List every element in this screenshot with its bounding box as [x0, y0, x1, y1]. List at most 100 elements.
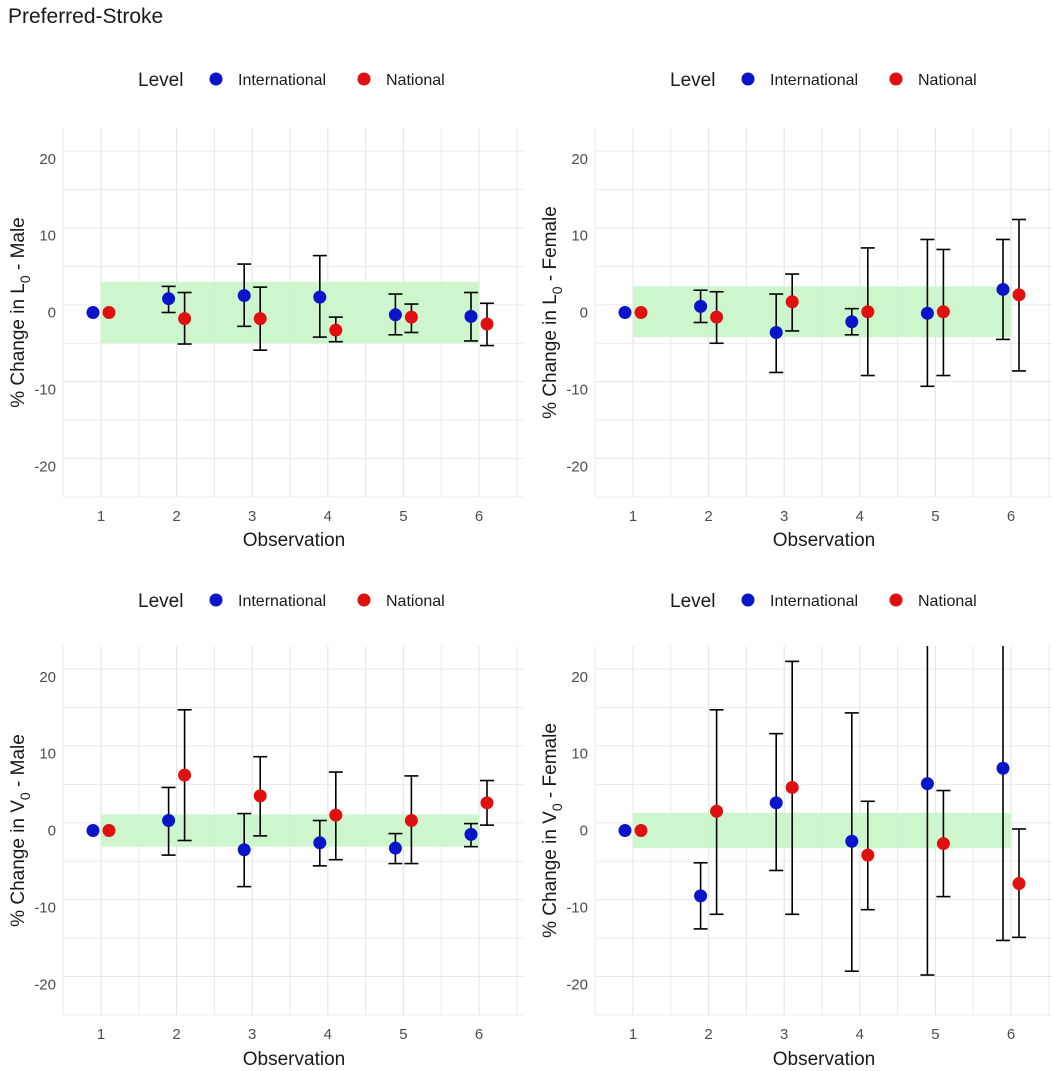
x-tick-label: 5 — [399, 1026, 407, 1043]
y-tick-label: 10 — [39, 746, 56, 763]
data-point — [86, 824, 100, 837]
data-point — [618, 824, 632, 837]
legend-label-national: National — [918, 72, 977, 89]
data-point — [694, 299, 708, 313]
x-tick-label: 1 — [629, 508, 637, 525]
data-point — [936, 837, 950, 851]
data-point — [861, 848, 875, 862]
y-axis-label: % Change in V0 - Female — [540, 723, 565, 938]
data-point — [86, 306, 100, 319]
y-tick-label: -10 — [34, 899, 56, 916]
data-point — [237, 843, 251, 857]
points-national — [102, 768, 494, 837]
data-point — [178, 312, 192, 326]
data-point — [920, 306, 934, 320]
data-point — [329, 808, 343, 822]
gridlines — [62, 128, 524, 498]
points-international — [618, 282, 1010, 339]
y-tick-label: -20 — [34, 976, 56, 993]
x-tick-label: 5 — [931, 1026, 939, 1043]
data-point — [785, 295, 799, 309]
data-point — [480, 317, 494, 331]
legend-title: Level — [670, 70, 715, 91]
x-axis-label: Observation — [243, 530, 345, 551]
y-tick-label: 0 — [48, 823, 56, 840]
points-international — [86, 289, 478, 323]
data-point — [253, 789, 267, 803]
x-tick-label: 6 — [1007, 1026, 1015, 1043]
series-national — [709, 660, 1026, 939]
data-point — [769, 796, 783, 810]
x-tick-label: 5 — [931, 508, 939, 525]
data-point — [102, 306, 116, 319]
data-point — [313, 290, 327, 304]
y-tick-label: 20 — [571, 151, 588, 168]
legend-label-international: International — [238, 72, 326, 89]
points-international — [86, 814, 478, 857]
data-point — [404, 814, 418, 828]
reference-band — [101, 814, 479, 847]
x-tick-label: 1 — [97, 508, 105, 525]
x-axis-label: Observation — [243, 1049, 345, 1070]
legend-title: Level — [138, 70, 183, 91]
chart-panel-4: -20 -10 0 10 20 1 2 3 4 5 6 Observation % Change in … — [540, 591, 1052, 1070]
data-point — [710, 310, 724, 324]
data-point — [102, 824, 116, 837]
points-national — [102, 306, 494, 337]
points-national — [634, 288, 1026, 324]
data-layer — [618, 218, 1026, 388]
x-axis-label: Observation — [773, 530, 875, 551]
data-point — [464, 309, 478, 323]
legend: Level International National — [670, 70, 977, 91]
legend-label-national: National — [918, 593, 977, 610]
legend-title: Level — [670, 591, 715, 612]
legend: Level International National — [138, 591, 445, 612]
x-tick-label: 3 — [780, 508, 788, 525]
gridlines — [594, 128, 1052, 498]
y-tick-label: 0 — [48, 305, 56, 322]
data-layer — [618, 646, 1026, 976]
legend-label-national: National — [386, 593, 445, 610]
data-layer — [86, 709, 494, 888]
y-tick-label: 20 — [571, 669, 588, 686]
x-tick-label: 2 — [172, 508, 180, 525]
x-tick-label: 1 — [629, 1026, 637, 1043]
data-point — [178, 768, 192, 782]
legend-marker-national — [889, 72, 903, 86]
data-point — [480, 796, 494, 810]
legend-marker-international — [209, 593, 223, 607]
legend-marker-national — [357, 593, 371, 607]
reference-band — [633, 812, 1011, 849]
x-tick-label: 2 — [172, 1026, 180, 1043]
chart-panel-2: -20 -10 0 10 20 1 2 3 4 5 6 Observation % Change in … — [540, 70, 1052, 551]
x-tick-label: 3 — [780, 1026, 788, 1043]
data-point — [1012, 288, 1026, 302]
legend-label-international: International — [770, 72, 858, 89]
y-tick-label: -10 — [566, 899, 588, 916]
error-bar — [996, 646, 1010, 942]
error-bar — [920, 646, 935, 976]
legend-label-international: International — [770, 593, 858, 610]
chart-panel-3: -20 -10 0 10 20 1 2 3 4 5 6 Observation % Change in … — [8, 591, 524, 1070]
data-point — [313, 836, 327, 850]
legend: Level International National — [138, 70, 445, 91]
legend-marker-international — [741, 593, 755, 607]
x-tick-label: 6 — [475, 508, 483, 525]
x-tick-label: 3 — [248, 1026, 256, 1043]
data-point — [996, 282, 1010, 296]
x-axis-label: Observation — [773, 1049, 875, 1070]
legend-label-national: National — [386, 72, 445, 89]
legend-marker-international — [741, 72, 755, 86]
data-point — [464, 827, 478, 841]
x-tick-label: 1 — [97, 1026, 105, 1043]
data-point — [388, 841, 402, 855]
x-tick-label: 6 — [1007, 508, 1015, 525]
legend-marker-international — [209, 72, 223, 86]
data-point — [253, 312, 267, 326]
x-tick-label: 4 — [856, 508, 864, 525]
points-international — [618, 761, 1010, 903]
legend-label-international: International — [238, 593, 326, 610]
y-axis-label: % Change in L0 - Female — [540, 206, 565, 419]
x-tick-label: 4 — [856, 1026, 864, 1043]
